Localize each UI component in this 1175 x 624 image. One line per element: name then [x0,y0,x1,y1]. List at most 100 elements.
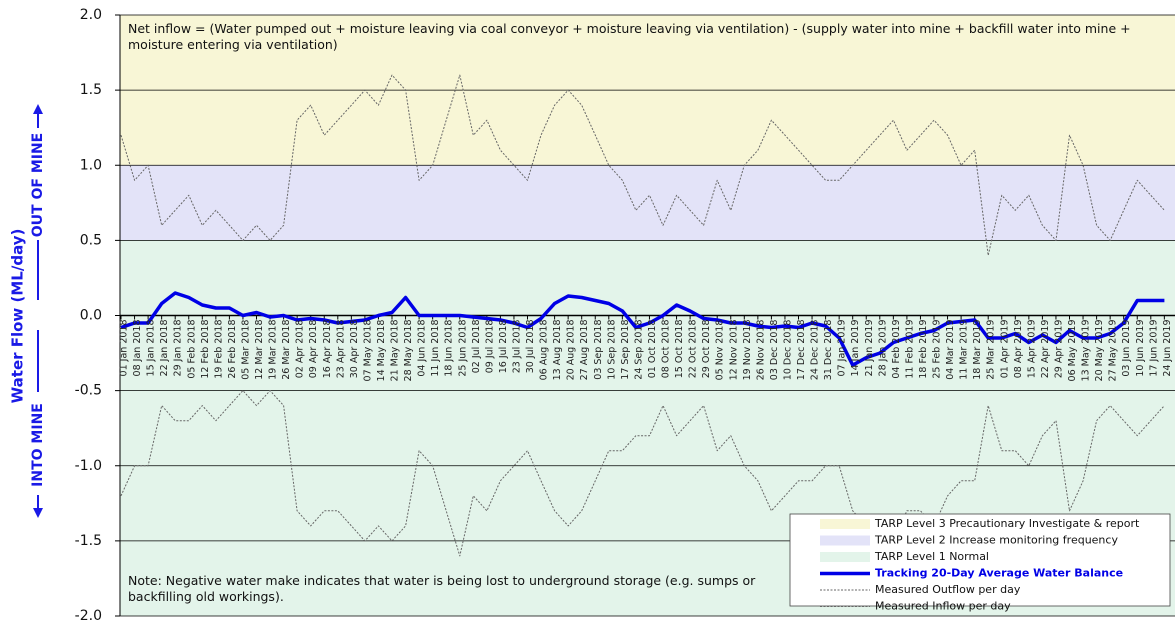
legend-swatch [820,552,870,562]
x-tick-label: 03 Sep 2018 [593,320,604,380]
x-tick-label: 26 Feb 2018 [227,320,238,379]
x-tick-label: 29 Oct 2018 [701,320,712,379]
x-tick-label: 16 Jul 2018 [498,320,509,374]
annotation-bottom: Note: Negative water make indicates that… [128,573,756,604]
x-tick-label: 21 May 2018 [390,320,401,382]
y-tick-label: 0.5 [80,232,102,248]
series-line [120,291,1165,367]
x-tick-label: 12 Nov 2018 [728,320,739,381]
x-tick-label: 02 Apr 2018 [295,320,306,379]
x-tick-label: 17 Dec 2018 [796,320,807,381]
x-tick-label: 05 Feb 2018 [186,320,197,379]
x-tick-label: 13 May 2019 [1081,320,1092,382]
x-tick-label: 11 Mar 2019 [959,320,970,380]
x-tick-label: 06 Aug 2018 [539,320,550,381]
x-tick-label: 08 Jan 2018 [132,320,143,377]
x-tick-label: 24 Jun 2019 [1162,320,1173,377]
x-tick-label: 26 Mar 2018 [281,320,292,380]
x-tick-label: 13 Aug 2018 [552,320,563,381]
x-tick-label: 10 Sep 2018 [606,320,617,380]
legend-label: Tracking 20-Day Average Water Balance [875,567,1123,580]
x-tick-label: 04 Mar 2019 [945,320,956,380]
x-tick-label: 06 May 2019 [1067,320,1078,382]
x-tick-label: 25 Jun 2018 [457,320,468,377]
y-tick-label: 1.5 [80,82,102,98]
x-tick-label: 22 Jan 2018 [159,320,170,377]
x-tick-label: 12 Mar 2018 [254,320,265,380]
x-tick-label: 14 Jan 2019 [850,320,861,377]
x-tick-label: 19 Mar 2018 [268,320,279,380]
x-tick-label: 20 May 2019 [1094,320,1105,382]
y-tick-label: -1.0 [75,458,102,474]
x-tick-label: 28 May 2018 [403,320,414,382]
arrow-down-head [33,508,43,518]
x-tick-label: 12 Feb 2018 [200,320,211,379]
y-tick-label: -2.0 [75,608,102,624]
x-tick-label: 29 Apr 2019 [1053,320,1064,379]
x-tick-label: 08 Apr 2019 [1013,320,1024,379]
x-tick-label: 07 May 2018 [362,320,373,382]
x-tick-label: 24 Dec 2018 [810,320,821,381]
y-tick-label: 0.0 [80,308,102,324]
arrow-up-head [33,104,43,114]
x-tick-label: 19 Nov 2018 [742,320,753,381]
x-tick-label: 30 Jul 2018 [525,320,536,374]
x-tick-label: 21 Jan 2019 [864,320,875,377]
x-tick-label: 05 Nov 2018 [715,320,726,381]
legend-label: Measured Outflow per day [875,583,1021,596]
x-tick-label: 25 Feb 2019 [932,320,943,379]
y-tick-label: 1.0 [80,157,102,173]
x-tick-label: 04 Feb 2019 [891,320,902,379]
x-tick-label: 03 Jun 2019 [1121,320,1132,377]
annotation-top: Net inflow = (Water pumped out + moistur… [128,21,1131,52]
y-tick-label: -0.5 [75,383,102,399]
x-tick-label: 10 Dec 2018 [782,320,793,381]
legend-swatch [820,535,870,546]
x-tick-label: 22 Oct 2018 [688,320,699,379]
legend-label: TARP Level 3 Precautionary Investigate &… [874,517,1140,530]
x-tick-label: 14 May 2018 [376,320,387,382]
x-tick-label: 15 Oct 2018 [674,320,685,379]
x-tick-label: 04 Jun 2018 [417,320,428,377]
x-tick-label: 10 Jun 2019 [1135,320,1146,377]
x-tick-label: 01 Apr 2019 [999,320,1010,379]
x-tick-label: 02 Jul 2018 [471,320,482,374]
x-tick-label: 23 Jul 2018 [511,320,522,374]
direction-label-up: OUT OF MINE [30,133,46,237]
x-tick-label: 16 Apr 2018 [322,320,333,379]
tarp-band [120,165,1175,241]
x-tick-label: 15 Jan 2018 [146,320,157,377]
x-tick-label: 28 Jan 2019 [877,320,888,377]
y-axis-label: Water Flow (ML/day) [9,229,27,404]
x-tick-label: 09 Apr 2018 [308,320,319,379]
x-tick-label: 09 Jul 2018 [484,319,495,373]
x-tick-label: 25 Mar 2019 [986,319,997,379]
x-tick-label: 23 Apr 2018 [335,320,346,379]
x-tick-label: 29 Jan 2018 [173,320,184,377]
x-tick-label: 18 Mar 2019 [972,320,983,380]
x-tick-label: 30 Apr 2018 [349,320,360,379]
x-tick-label: 15 Apr 2019 [1026,320,1037,379]
legend-label: Measured Inflow per day [875,600,1011,613]
x-tick-label: 17 Sep 2018 [620,320,631,380]
x-tick-label: 03 Dec 2018 [769,320,780,381]
x-tick-label: 24 Sep 2018 [633,320,644,380]
x-tick-label: 18 Jun 2018 [444,320,455,377]
x-tick-label: 20 Aug 2018 [566,320,577,381]
x-tick-label: 19 Feb 2018 [213,320,224,379]
x-tick-label: 01 Jan 2018 [119,320,130,377]
direction-label-down: INTO MINE [30,403,46,487]
x-tick-label: 08 Oct 2018 [661,320,672,379]
x-tick-label: 01 Oct 2018 [647,320,658,379]
x-tick-label: 22 Apr 2019 [1040,320,1051,379]
x-tick-label: 27 Aug 2018 [579,320,590,381]
x-tick-label: 05 Mar 2018 [240,320,251,380]
x-tick-label: 18 Feb 2019 [918,320,929,379]
x-tick-label: 26 Nov 2018 [755,320,766,381]
legend-label: TARP Level 2 Increase monitoring frequen… [874,534,1118,547]
x-tick-label: 07 Jan 2019 [837,320,848,377]
legend-label: TARP Level 1 Normal [874,550,989,563]
legend-swatch [820,519,870,529]
